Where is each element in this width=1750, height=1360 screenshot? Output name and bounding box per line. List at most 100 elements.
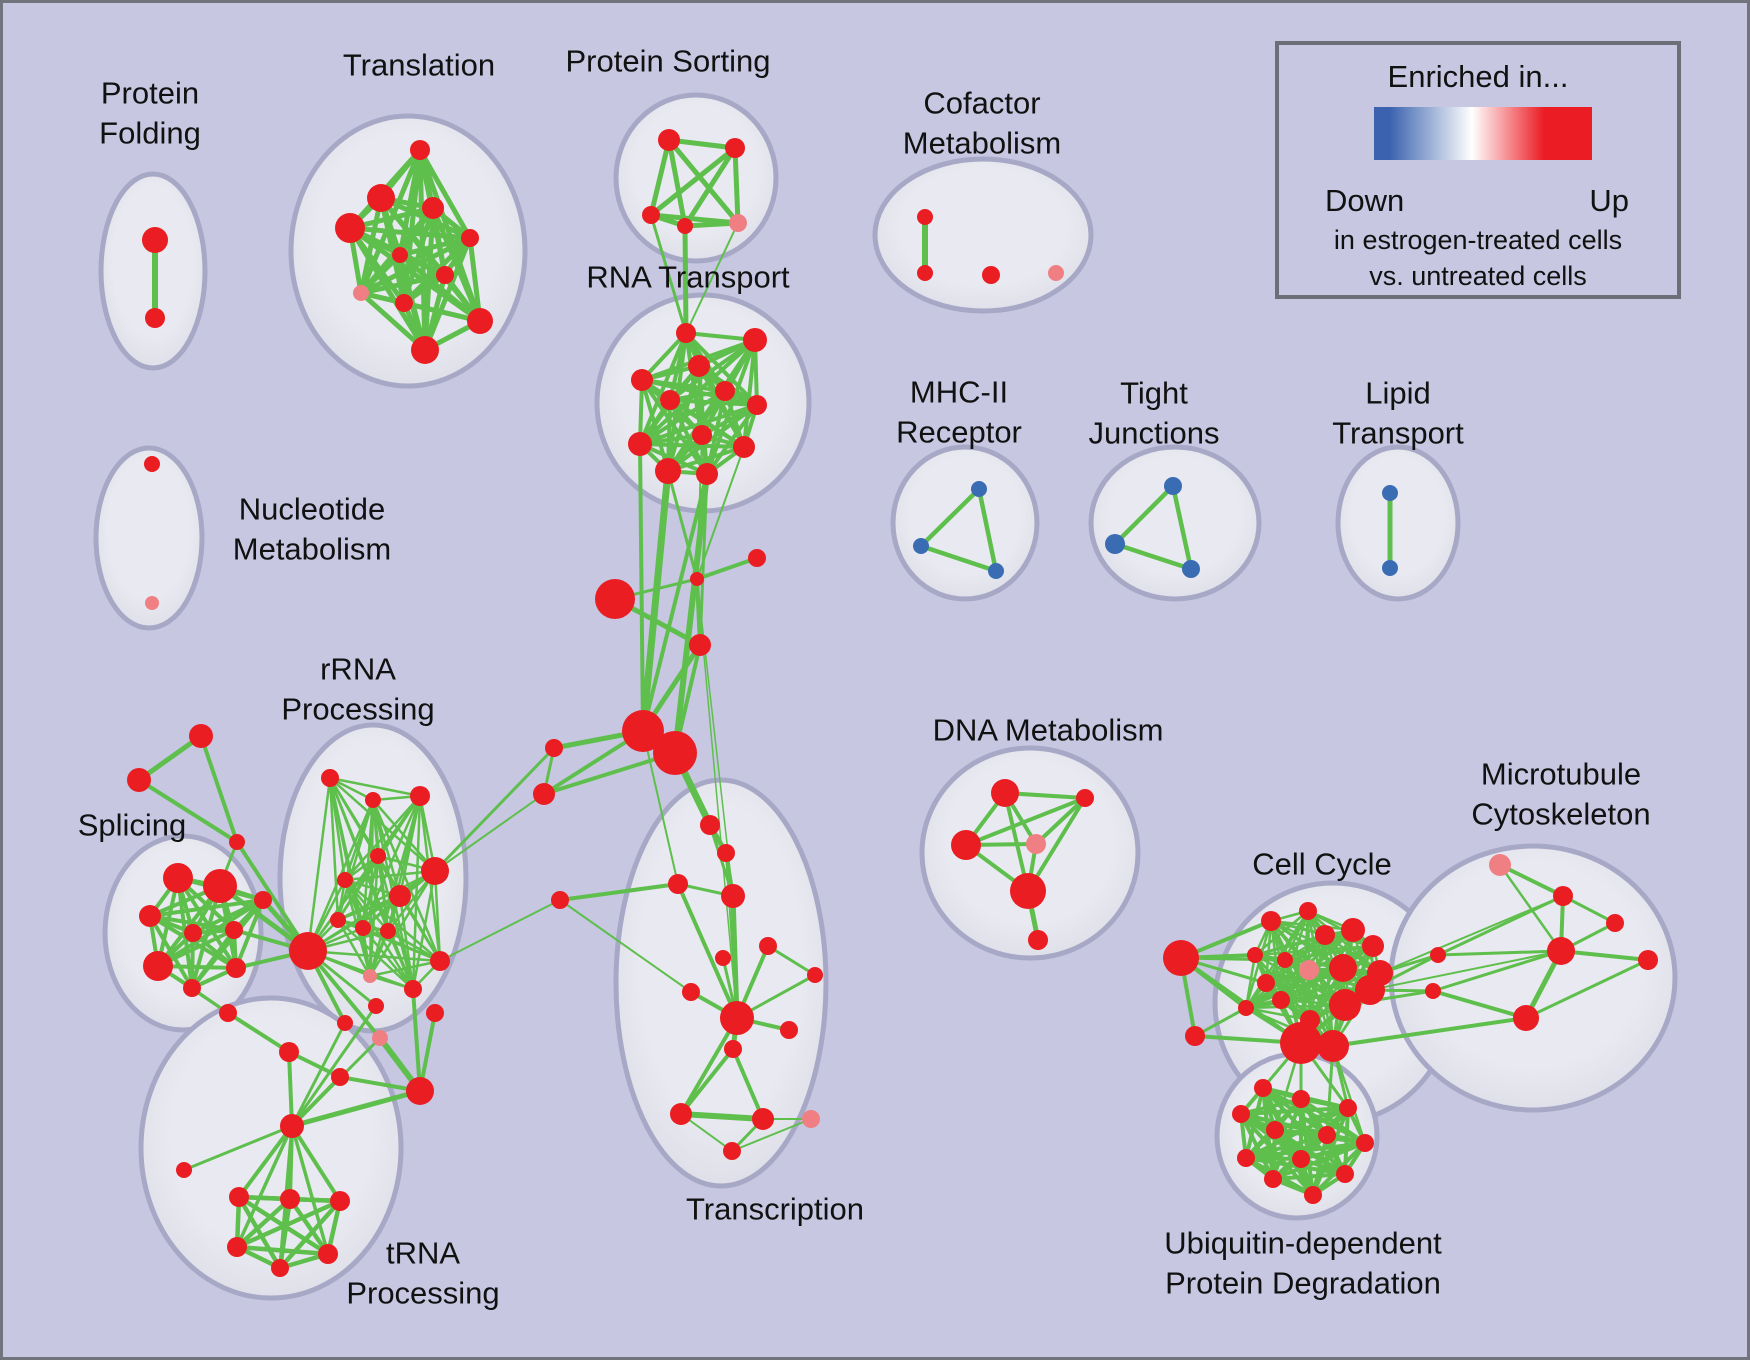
edge: [705, 403, 759, 476]
edge: [344, 869, 436, 882]
edge: [919, 487, 981, 548]
legend-down-label: Down: [1325, 183, 1405, 218]
node-rr1: [321, 769, 339, 787]
edge: [288, 1197, 330, 1256]
node-tx13: [670, 1103, 692, 1125]
edge: [190, 898, 265, 990]
cluster-label-mhc-ii-receptor: MHC-II: [910, 375, 1008, 410]
cluster-label-translation: Translation: [343, 48, 495, 83]
edge: [403, 300, 481, 324]
edge: [641, 473, 709, 732]
edge: [1245, 1141, 1366, 1160]
node-t7: [436, 266, 454, 284]
node-tj3: [1182, 560, 1200, 578]
edge: [291, 1088, 421, 1129]
node-ub6: [1318, 1126, 1336, 1144]
edge: [235, 1197, 292, 1249]
edge: [559, 899, 692, 993]
node-rt2: [743, 328, 767, 352]
node-th1: [229, 1187, 249, 1207]
edge: [1265, 971, 1381, 985]
cluster-label-protein-folding: Protein: [101, 76, 199, 111]
node-tri1: [189, 724, 213, 748]
edge: [639, 442, 745, 449]
edge: [306, 855, 380, 952]
node-tx10: [780, 1021, 798, 1039]
edge: [156, 898, 265, 968]
cluster-labels-layer: Protein Folding Translation Protein Sorting…: [78, 44, 1651, 1311]
edge: [430, 207, 483, 322]
node-rt1: [676, 323, 696, 343]
node-th4: [227, 1237, 247, 1257]
node-rr2: [365, 792, 381, 808]
edge: [236, 1198, 341, 1250]
edge: [1432, 949, 1562, 993]
node-pf1: [142, 227, 168, 253]
cluster-label-lipid-transport: Transport: [1332, 416, 1464, 451]
node-rr10: [380, 923, 396, 939]
node-t1: [410, 140, 430, 160]
node-cc2: [1299, 902, 1317, 920]
node-cf2: [917, 265, 933, 281]
edge: [639, 403, 758, 446]
edge: [1307, 910, 1381, 974]
node-ub3: [1339, 1099, 1357, 1117]
node-nm2: [145, 596, 159, 610]
node-tx16: [723, 1142, 741, 1160]
node-rr17: [372, 1030, 388, 1046]
edge: [1254, 928, 1354, 957]
node-tx6: [715, 950, 731, 966]
node-cr: [748, 549, 766, 567]
edge: [411, 870, 437, 990]
edge: [386, 930, 415, 990]
node-t10: [467, 308, 493, 334]
edge: [638, 389, 727, 446]
node-cj: [690, 572, 704, 586]
edge: [1244, 954, 1257, 1009]
edge: [742, 339, 757, 448]
edge: [278, 1199, 342, 1270]
edge: [433, 746, 556, 873]
node-th2: [280, 1189, 300, 1209]
node-t9: [395, 294, 413, 312]
node-th6: [271, 1259, 289, 1277]
node-tx14: [752, 1108, 774, 1130]
edge: [306, 777, 332, 952]
node-cl2: [533, 783, 555, 805]
node-mt1: [1489, 854, 1511, 876]
node-cl1: [545, 739, 563, 757]
node-spc: [254, 891, 272, 909]
node-rt7: [747, 395, 767, 415]
cluster-label-nucleotide-metabolism: Metabolism: [233, 532, 392, 567]
edge: [672, 473, 710, 754]
edge: [399, 235, 471, 258]
edge: [1560, 949, 1649, 962]
edge: [639, 470, 672, 732]
node-sp8: [226, 958, 246, 978]
node-t11: [411, 336, 439, 364]
node-tl4: [406, 1077, 434, 1105]
node-ps2: [725, 138, 745, 158]
edge: [467, 237, 483, 322]
edge: [368, 930, 390, 977]
cluster-ellipse-tight-junctions: [1088, 444, 1262, 602]
cluster-label-rrna-processing: Processing: [281, 692, 434, 727]
edge: [1245, 966, 1344, 1010]
edge: [1499, 863, 1564, 898]
node-lt2: [1382, 560, 1398, 576]
edge: [1254, 910, 1309, 956]
cluster-label-trna-processing: Processing: [346, 1276, 499, 1311]
cluster-ellipse-lipid-transport: [1335, 444, 1461, 602]
node-mh2: [913, 538, 929, 554]
node-mtc2: [1425, 983, 1441, 999]
node-hb: [1317, 1030, 1349, 1062]
edge: [725, 852, 738, 1019]
edge: [667, 445, 745, 473]
node-sp7: [183, 979, 201, 997]
node-cc13: [1238, 1000, 1254, 1016]
edge: [290, 1005, 378, 1127]
edge: [682, 146, 738, 228]
edge: [732, 147, 741, 224]
cluster-ellipse-nucleotide-metabolism: [93, 445, 205, 631]
node-cc1: [1261, 911, 1281, 931]
